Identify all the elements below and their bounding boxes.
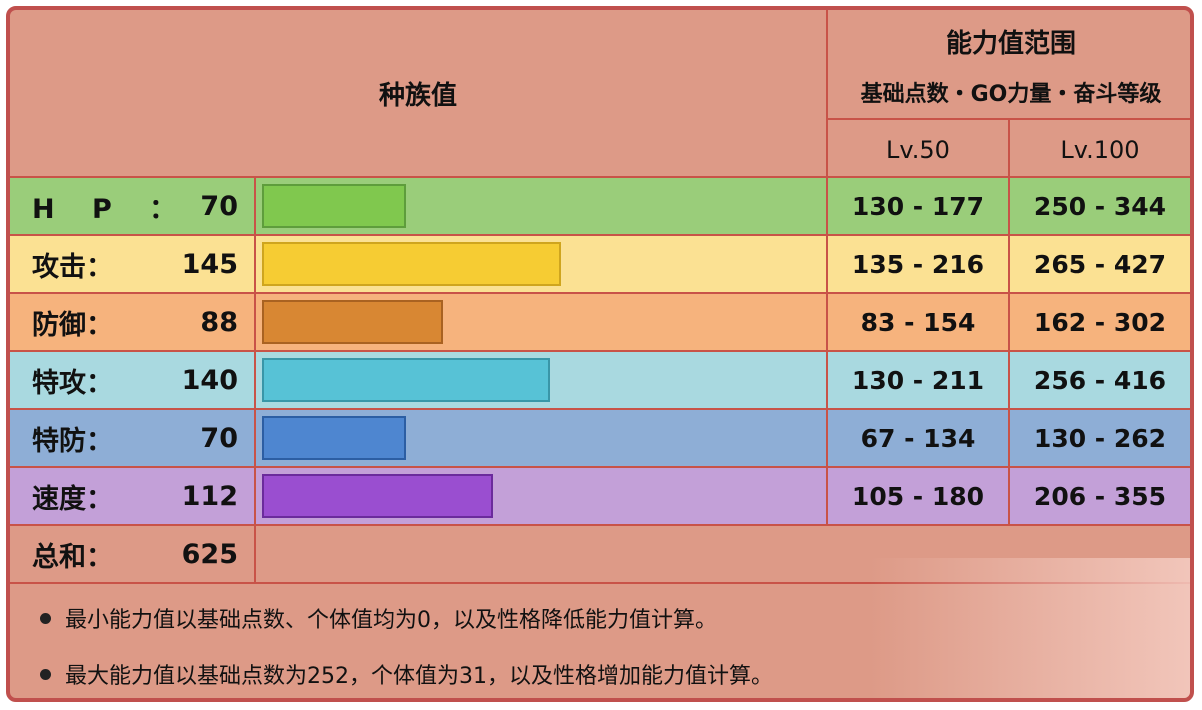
stat-name: H P ：: [32, 193, 191, 225]
total-empty-cell: [256, 526, 1190, 582]
bullet-icon: [40, 668, 51, 680]
stat-value: 70: [200, 422, 238, 454]
lv50-range: 105 - 180: [851, 481, 985, 511]
notes-section: 最小能力值以基础点数、个体值均为0，以及性格降低能力值计算。 最大能力值以基础点…: [10, 584, 1190, 698]
stat-bar-spe: [262, 474, 493, 518]
stat-name: 特防：: [32, 425, 113, 457]
stat-value: 112: [181, 480, 238, 512]
note-max: 最大能力值以基础点数为252，个体值为31，以及性格增加能力值计算。: [40, 658, 773, 690]
stat-range-title: 能力值范围: [945, 28, 1076, 59]
stat-label-cell-def: 防御： 88: [10, 294, 254, 350]
stat-value: 145: [181, 248, 238, 280]
grid-line: [10, 292, 1190, 294]
stat-row-spa: [10, 352, 1190, 408]
grid-line: [10, 524, 1190, 526]
stat-bar-atk: [262, 242, 561, 286]
lv100-range: 162 - 302: [1033, 307, 1167, 337]
stat-name: 速度：: [32, 483, 113, 515]
grid-line: [10, 234, 1190, 236]
grid-line: [10, 176, 1190, 178]
stat-bar-spd: [262, 416, 406, 460]
stat-bar-area: [256, 178, 826, 234]
grid-line: [1008, 118, 1010, 526]
stat-bar-hp: [262, 184, 406, 228]
lv100-range: 206 - 355: [1033, 481, 1167, 511]
lv50-range: 83 - 154: [860, 307, 976, 337]
stat-row-hp: [10, 178, 1190, 234]
lv100-range: 130 - 262: [1033, 423, 1167, 453]
total-row: 总和： 625: [10, 526, 254, 582]
stat-bar-area: [256, 236, 826, 292]
grid-line: [826, 10, 828, 526]
stat-name: 防御：: [32, 309, 113, 341]
total-value: 625: [181, 538, 238, 570]
stat-bar-spa: [262, 358, 550, 402]
stat-name: 攻击：: [32, 251, 113, 283]
stat-value: 140: [181, 364, 238, 396]
stat-bar-area: [256, 468, 826, 524]
lv50-range: 135 - 216: [851, 249, 985, 279]
stat-row-spd: [10, 410, 1190, 466]
note-min: 最小能力值以基础点数、个体值均为0，以及性格降低能力值计算。: [40, 602, 717, 634]
stat-value: 88: [200, 306, 238, 338]
note-min-text: 最小能力值以基础点数、个体值均为0，以及性格降低能力值计算。: [65, 608, 717, 633]
stats-table: 种族值 能力值范围 基础点数・GO力量・奋斗等级 Lv.50 Lv.100 H …: [6, 6, 1194, 702]
note-max-text: 最大能力值以基础点数为252，个体值为31，以及性格增加能力值计算。: [65, 664, 773, 689]
grid-line: [254, 176, 256, 584]
lv50-header: Lv.50: [886, 136, 950, 164]
stat-bar-area: [256, 352, 826, 408]
stat-name: 特攻：: [32, 367, 113, 399]
grid-line: [10, 582, 1190, 584]
stat-row-spe: [10, 468, 1190, 524]
stat-row-def: [10, 294, 1190, 350]
stat-label-cell-hp: H P ： 70: [10, 178, 254, 234]
lv100-range: 250 - 344: [1033, 191, 1167, 221]
lv50-range: 130 - 177: [851, 191, 985, 221]
grid-line: [10, 408, 1190, 410]
stat-bar-def: [262, 300, 443, 344]
stat-label-cell-spa: 特攻： 140: [10, 352, 254, 408]
grid-line: [10, 350, 1190, 352]
total-label: 总和：: [32, 541, 113, 573]
base-stats-header: 种族值: [378, 80, 457, 111]
lv50-range: 67 - 134: [860, 423, 976, 453]
lv100-range: 256 - 416: [1033, 365, 1167, 395]
stat-value: 70: [200, 190, 238, 222]
stat-label-cell-atk: 攻击： 145: [10, 236, 254, 292]
stat-label-cell-spe: 速度： 112: [10, 468, 254, 524]
stat-bar-area: [256, 410, 826, 466]
stat-bar-area: [256, 294, 826, 350]
stat-label-cell-spd: 特防： 70: [10, 410, 254, 466]
bullet-icon: [40, 612, 51, 624]
grid-line: [10, 466, 1190, 468]
stat-range-subtitle: 基础点数・GO力量・奋斗等级: [860, 82, 1162, 107]
lv100-header: Lv.100: [1060, 136, 1140, 164]
stat-row-atk: [10, 236, 1190, 292]
lv100-range: 265 - 427: [1033, 249, 1167, 279]
lv50-range: 130 - 211: [851, 365, 985, 395]
